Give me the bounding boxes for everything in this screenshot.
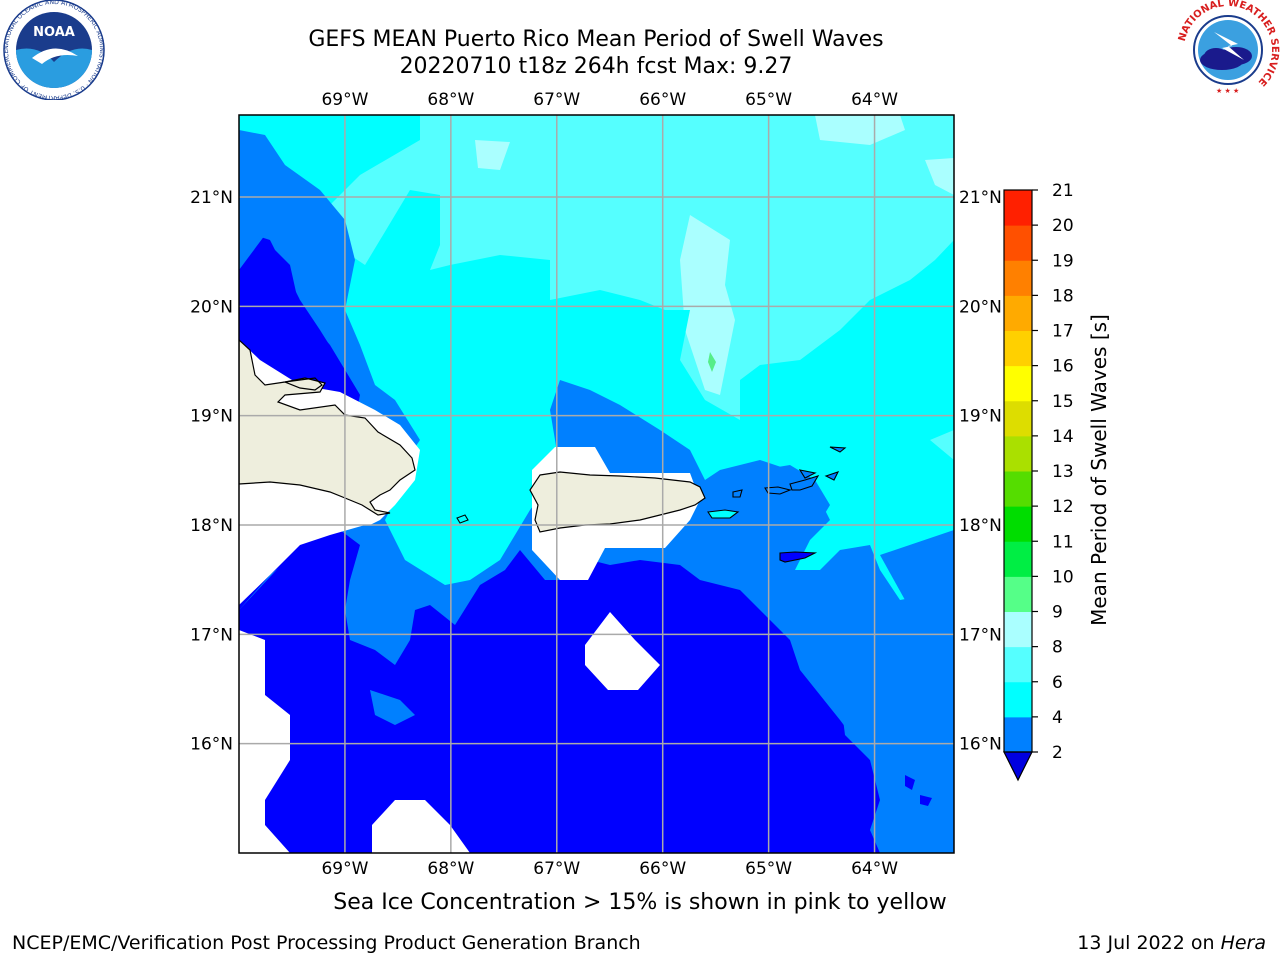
lon-tick-bottom: 65°W: [745, 859, 792, 879]
colorbar-tick-label: 12: [1052, 497, 1074, 517]
colorbar-segment: [1004, 471, 1032, 507]
lon-tick-bottom: 64°W: [851, 859, 898, 879]
colorbar-segment: [1004, 541, 1032, 577]
lon-tick-top: 65°W: [745, 90, 792, 110]
land-puerto-rico: [529, 471, 706, 533]
colorbar-tick-label: 14: [1052, 427, 1074, 447]
colorbar-tick-label: 18: [1052, 286, 1074, 306]
colorbar: 2 4 6 8 9 10 11 12 13 14 15 16 17 18 19 20 21: [1003, 181, 1074, 782]
lat-tick-left: 17°N: [190, 625, 233, 645]
lon-tick-bottom: 67°W: [533, 859, 580, 879]
lat-tick-left: 20°N: [190, 297, 233, 317]
credit-branch: NCEP/EMC/Verification Post Processing Pr…: [12, 932, 641, 954]
noaa-logo: NATIONAL OCEANIC AND ATMOSPHERIC ADMINIS…: [3, 0, 105, 100]
lon-tick-bottom: 69°W: [321, 859, 368, 879]
colorbar-tick-label: 17: [1052, 322, 1074, 342]
nws-logo: NATIONAL WEATHER SERVICE ★ ★ ★: [1177, 0, 1280, 100]
lat-tick-right: 20°N: [959, 297, 1002, 317]
colorbar-tick-label: 16: [1052, 357, 1074, 377]
chart-title: GEFS MEAN Puerto Rico Mean Period of Swe…: [308, 27, 884, 52]
lon-tick-top: 64°W: [851, 90, 898, 110]
colorbar-segment: [1004, 506, 1032, 542]
colorbar-tick-label: 8: [1052, 638, 1063, 658]
lat-tick-right: 21°N: [959, 188, 1002, 208]
colorbar-tick-label: 10: [1052, 567, 1074, 587]
colorbar-segment: [1004, 611, 1032, 648]
sea-ice-note: Sea Ice Concentration > 15% is shown in …: [333, 890, 947, 915]
lon-tick-bottom: 66°W: [639, 859, 686, 879]
colorbar-tick-label: 6: [1052, 673, 1063, 693]
colorbar-tick-label: 15: [1052, 392, 1074, 412]
colorbar-extend-min: [1003, 751, 1033, 782]
colorbar-segment: [1004, 330, 1032, 367]
lat-tick-left: 18°N: [190, 516, 233, 536]
credit-date-text: 13 Jul 2022 on: [1077, 932, 1221, 954]
colorbar-label: Mean Period of Swell Waves [s]: [1087, 314, 1111, 626]
colorbar-segment: [1004, 365, 1032, 402]
chart-subtitle: 20220710 t18z 264h fcst Max: 9.27: [399, 54, 793, 79]
lat-tick-right: 16°N: [959, 735, 1002, 755]
lon-tick-bottom: 68°W: [427, 859, 474, 879]
colorbar-segment: [1004, 681, 1032, 718]
noaa-logo-text: NOAA: [33, 25, 75, 40]
lat-tick-right: 18°N: [959, 516, 1002, 536]
colorbar-segment: [1004, 190, 1032, 226]
lat-tick-left: 19°N: [190, 407, 233, 427]
colorbar-segment: [1004, 260, 1032, 296]
colorbar-segment: [1004, 225, 1032, 261]
colorbar-tick-label: 4: [1052, 708, 1063, 728]
svg-text:★ ★ ★: ★ ★ ★: [1216, 87, 1239, 95]
colorbar-segment: [1004, 576, 1032, 612]
colorbar-tick-label: 2: [1052, 743, 1063, 763]
axis-tick-labels: 69°W 69°W 68°W 68°W 67°W 67°W 66°W 66°W 65°W 65°W…: [190, 90, 1002, 879]
colorbar-segment: [1004, 435, 1032, 472]
lat-tick-left: 16°N: [190, 735, 233, 755]
colorbar-segment: [1004, 295, 1032, 331]
colorbar-tick-label: 9: [1052, 603, 1063, 623]
lon-tick-top: 68°W: [427, 90, 474, 110]
colorbar-tick-label: 21: [1052, 181, 1074, 201]
credit-host: Hera: [1220, 932, 1266, 954]
colorbar-tick-label: 20: [1052, 216, 1074, 236]
colorbar-segment: [1004, 716, 1032, 753]
lon-tick-top: 67°W: [533, 90, 580, 110]
swell-period-field: [239, 115, 954, 853]
colorbar-segment: [1004, 400, 1032, 437]
lat-tick-left: 21°N: [190, 188, 233, 208]
gridlines: [239, 115, 954, 853]
credit-date: 13 Jul 2022 on Hera: [1077, 932, 1266, 954]
colorbar-tick-label: 13: [1052, 462, 1074, 482]
colorbar-segment: [1004, 646, 1032, 683]
plot-frame: [238, 114, 955, 854]
colorbar-tick-label: 19: [1052, 251, 1074, 271]
lat-tick-right: 19°N: [959, 407, 1002, 427]
lat-tick-right: 17°N: [959, 625, 1002, 645]
colorbar-tick-label: 11: [1052, 532, 1074, 552]
lon-tick-top: 69°W: [321, 90, 368, 110]
lon-tick-top: 66°W: [639, 90, 686, 110]
